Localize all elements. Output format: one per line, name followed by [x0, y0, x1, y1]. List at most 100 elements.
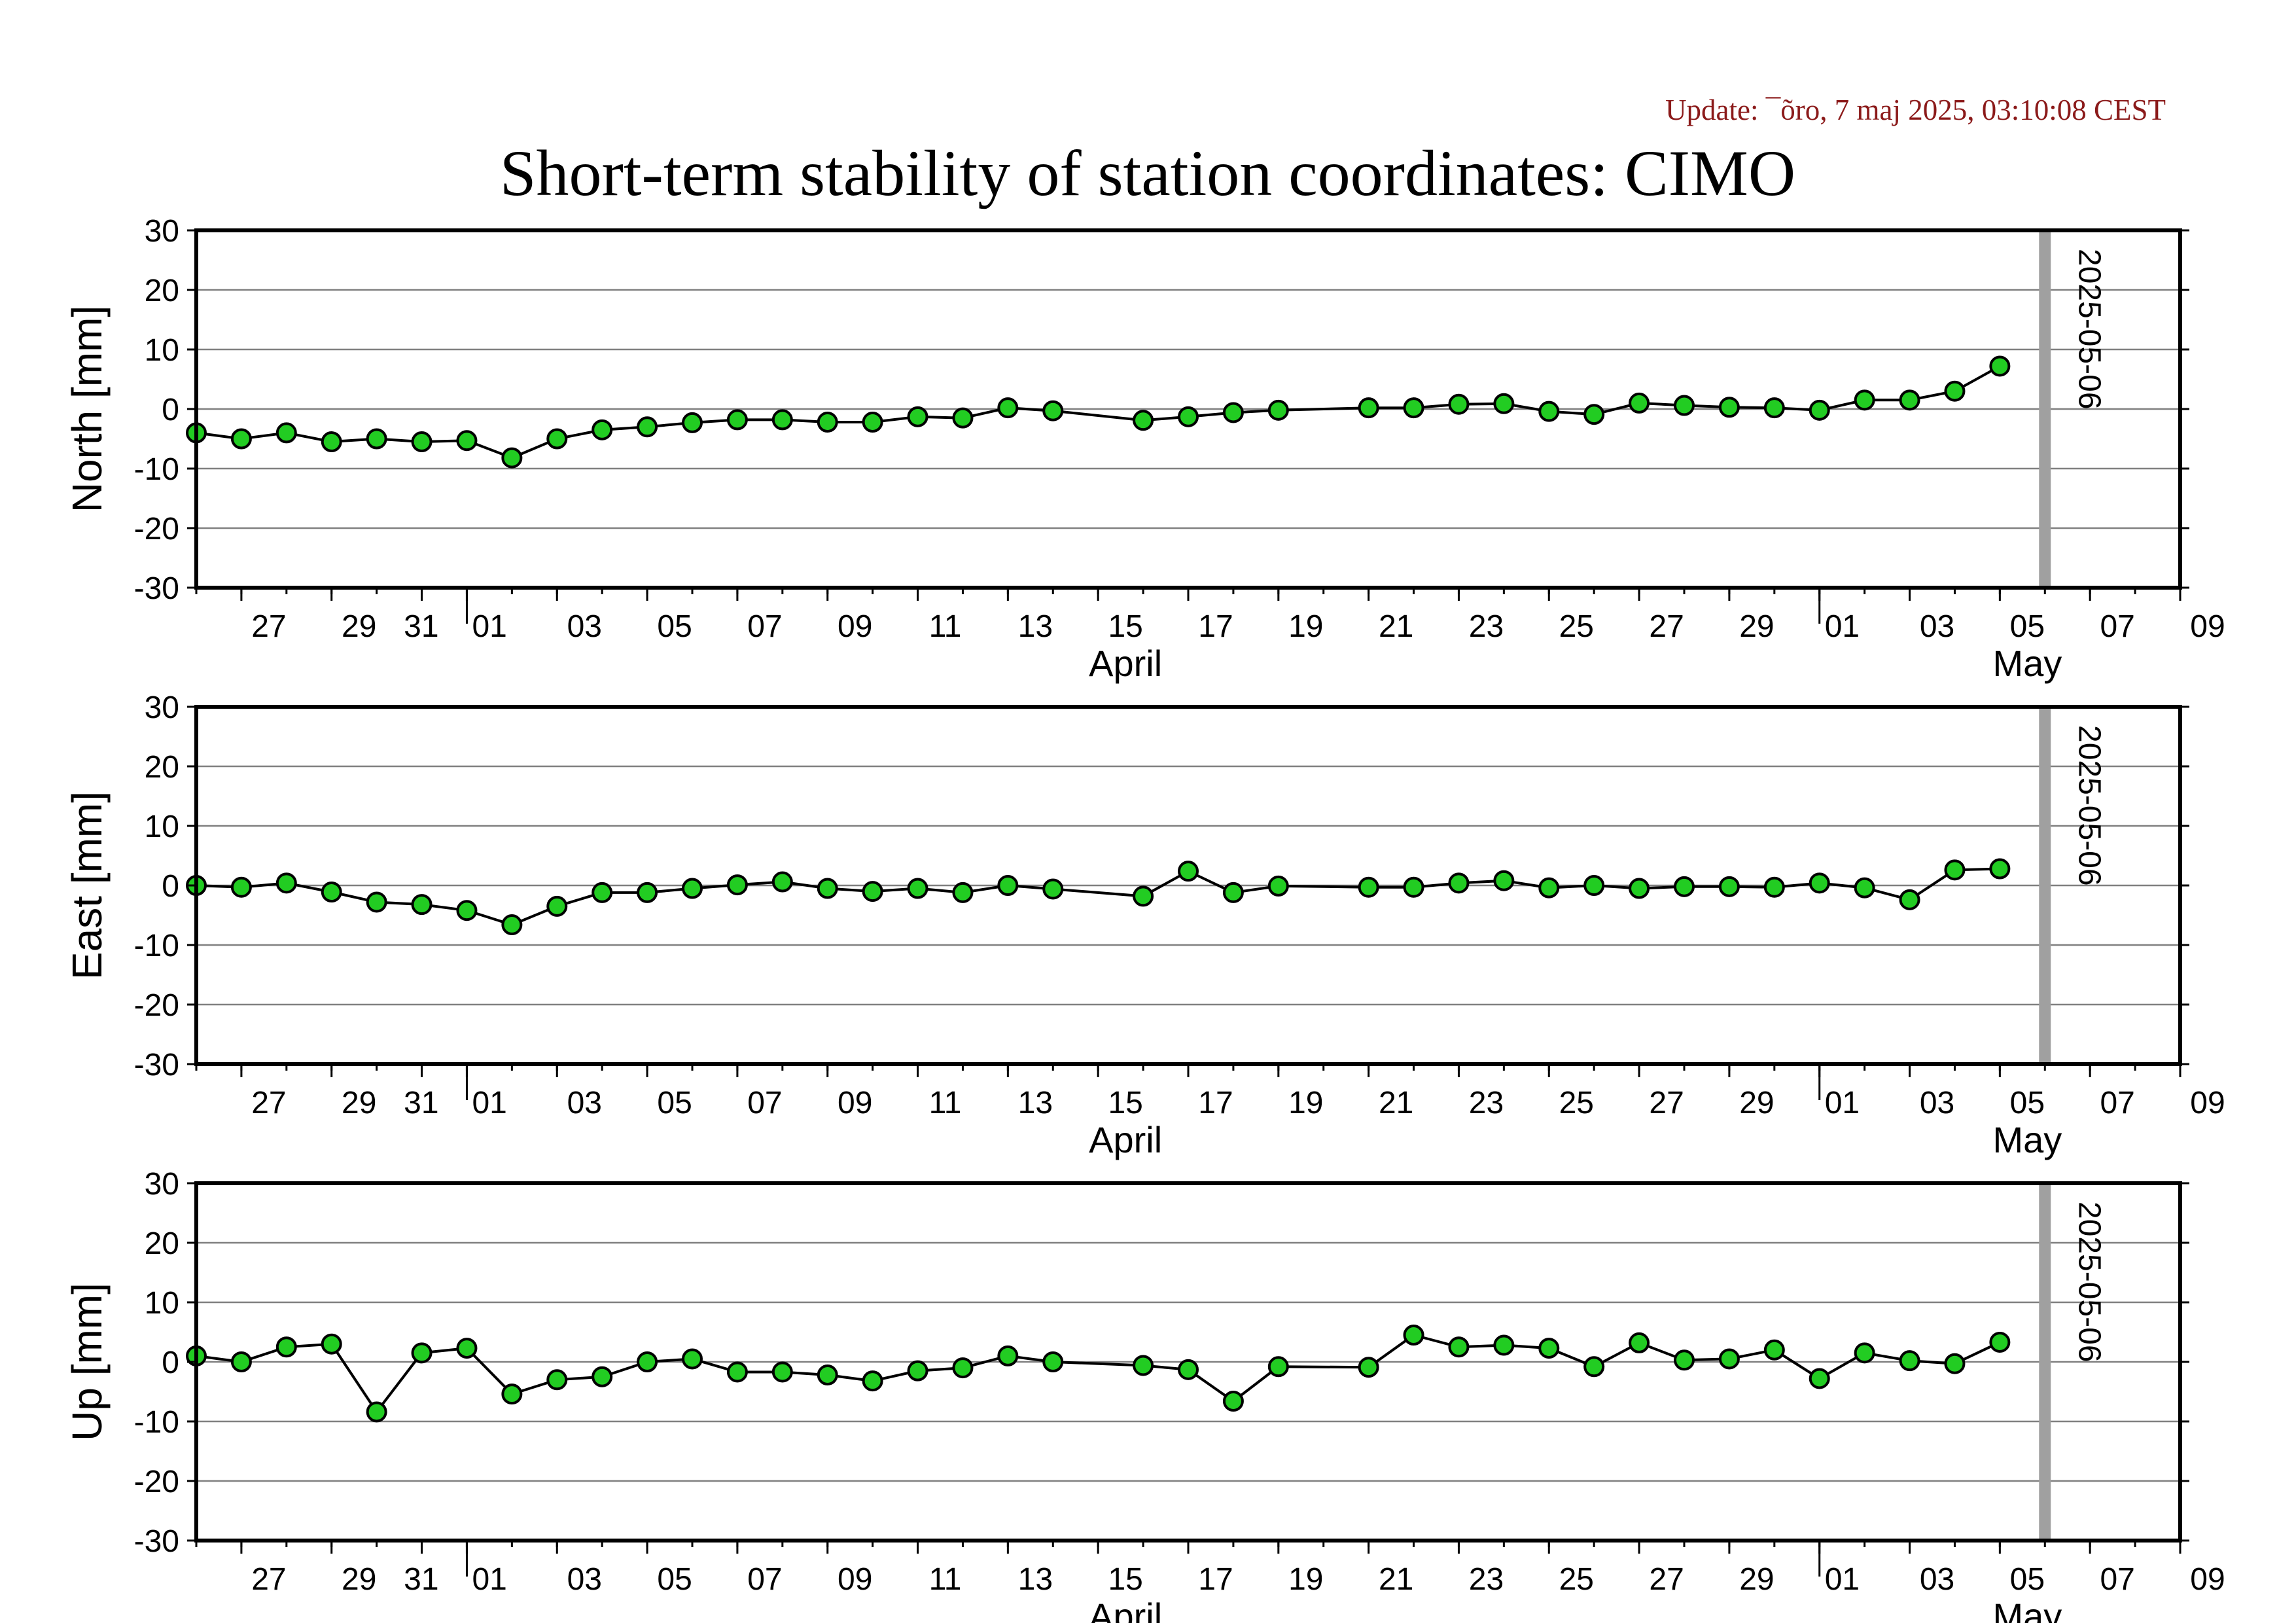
y-tick-label: -10 — [134, 1405, 179, 1440]
data-point — [501, 914, 523, 936]
data-point — [592, 882, 613, 903]
x-tick-label: 31 — [404, 609, 438, 644]
data-point — [592, 419, 613, 440]
y-tick-label: 30 — [145, 690, 179, 725]
panel-1: 2025-05-06 30 20 10 0 -10 -20 -30 27 29 31 01 03 05 07… — [63, 690, 2225, 1160]
x-tick-label: 15 — [1108, 609, 1142, 644]
x-tick-label: 09 — [2190, 1086, 2225, 1120]
y-tick-label: 0 — [162, 869, 179, 904]
data-point — [501, 1383, 523, 1405]
data-point — [817, 1364, 838, 1386]
x-tick-label: 27 — [1649, 1086, 1684, 1120]
data-point — [1944, 859, 1966, 881]
y-tick-label: 20 — [145, 750, 179, 785]
data-point — [1674, 395, 1695, 416]
x-tick-label: 27 — [251, 609, 286, 644]
data-point — [1718, 1348, 1740, 1370]
data-point — [456, 900, 478, 921]
data-point — [1538, 1338, 1560, 1359]
x-tick-label: 13 — [1018, 1086, 1053, 1120]
x-tick-label: 01 — [1825, 1562, 1860, 1597]
x-tick-label: 09 — [2190, 1562, 2225, 1597]
month-label: April — [1089, 643, 1162, 684]
x-tick-label: 03 — [567, 1562, 602, 1597]
x-tick-label: 15 — [1108, 1562, 1142, 1597]
x-tick-label: 23 — [1469, 609, 1504, 644]
data-point — [321, 882, 342, 903]
data-point — [1854, 877, 1875, 899]
x-tick-label: 09 — [2190, 609, 2225, 644]
y-tick-label: 30 — [145, 1167, 179, 1202]
x-tick-label: 13 — [1018, 609, 1053, 644]
y-axis-label: North [mm] — [63, 306, 111, 512]
x-tick-label: 05 — [2010, 609, 2045, 644]
data-point — [1583, 404, 1605, 425]
data-point — [1222, 1391, 1244, 1412]
x-tick-label: 13 — [1018, 1562, 1053, 1597]
y-tick-label: -30 — [134, 1524, 179, 1559]
x-tick-label: 27 — [1649, 609, 1684, 644]
data-point — [771, 1361, 793, 1383]
data-point — [1899, 1350, 1920, 1372]
data-point — [952, 1357, 974, 1379]
x-tick-label: 07 — [2100, 1086, 2134, 1120]
x-tick-label: 09 — [838, 1086, 872, 1120]
x-tick-label: 09 — [838, 1562, 872, 1597]
data-point — [1854, 389, 1875, 411]
chart-title: Short-term stability of station coordina… — [500, 137, 1795, 209]
data-point — [817, 412, 838, 433]
x-tick-label: 19 — [1288, 609, 1323, 644]
x-tick-label: 21 — [1379, 609, 1413, 644]
data-point — [456, 1338, 478, 1359]
x-tick-label: 21 — [1379, 1562, 1413, 1597]
data-point — [411, 431, 433, 453]
data-point — [771, 409, 793, 431]
data-point — [275, 422, 297, 444]
data-point — [862, 1370, 883, 1392]
data-point — [1493, 1334, 1515, 1356]
month-label: May — [1992, 1119, 2062, 1160]
x-tick-label: 07 — [2100, 609, 2134, 644]
date-marker-label: 2025-05-06 — [2072, 725, 2106, 886]
x-tick-label: 27 — [1649, 1562, 1684, 1597]
x-tick-label: 01 — [472, 1562, 506, 1597]
x-tick-label: 01 — [1825, 609, 1860, 644]
x-tick-label: 05 — [657, 1086, 692, 1120]
x-tick-label: 07 — [747, 1562, 782, 1597]
x-tick-label: 01 — [472, 609, 506, 644]
y-tick-label: -30 — [134, 571, 179, 606]
data-point — [1267, 399, 1289, 421]
data-point — [1944, 380, 1966, 402]
data-point — [321, 1333, 342, 1355]
data-point — [1493, 393, 1515, 414]
data-point — [275, 872, 297, 894]
data-point — [321, 431, 342, 453]
data-point — [817, 878, 838, 899]
y-tick-label: -10 — [134, 929, 179, 963]
x-tick-label: 27 — [251, 1086, 286, 1120]
x-tick-label: 03 — [567, 609, 602, 644]
x-tick-label: 11 — [929, 1086, 962, 1120]
data-point — [1448, 1336, 1470, 1358]
data-point — [1222, 402, 1244, 423]
month-label: April — [1089, 1119, 1162, 1160]
data-point — [1448, 872, 1470, 894]
data-point — [1358, 397, 1379, 419]
y-tick-label: 0 — [162, 393, 179, 427]
data-point — [726, 409, 748, 431]
x-tick-label: 17 — [1198, 1086, 1233, 1120]
data-point — [1178, 406, 1199, 427]
data-point — [1358, 876, 1379, 898]
month-label: May — [1992, 643, 2062, 684]
x-tick-label: 27 — [251, 1562, 286, 1597]
data-point — [1133, 1355, 1154, 1376]
data-point — [1629, 878, 1650, 899]
x-tick-label: 05 — [2010, 1562, 2045, 1597]
x-tick-label: 31 — [404, 1086, 438, 1120]
data-point — [1403, 397, 1424, 419]
data-point — [1583, 875, 1605, 896]
data-point — [1133, 885, 1154, 907]
data-point — [546, 428, 568, 450]
x-tick-label: 25 — [1559, 1562, 1594, 1597]
x-tick-label: 25 — [1559, 1086, 1594, 1120]
